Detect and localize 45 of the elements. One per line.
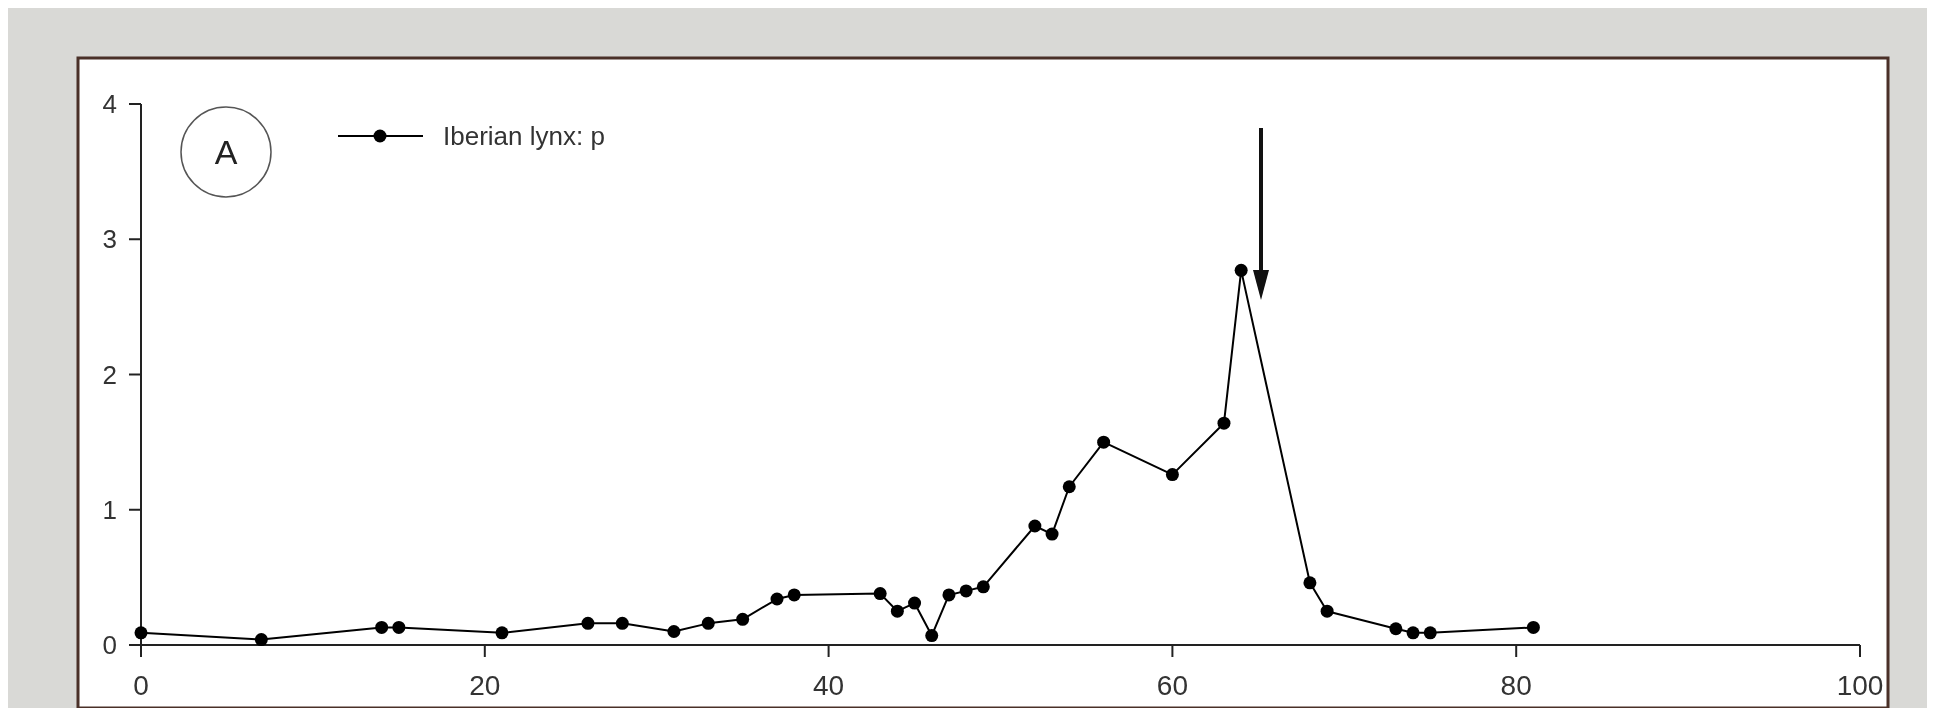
point [1406,626,1420,640]
point [787,588,801,602]
x-tick-label: 100 [1836,670,1884,701]
point [1217,416,1231,430]
point [1526,620,1540,634]
x-tick-label: 60 [1156,670,1188,701]
x-tick-label: 40 [813,670,845,701]
point [925,629,939,643]
x-tick-label: 0 [133,670,149,701]
legend-label: Iberian lynx: p [443,121,605,152]
annotation: A [214,133,238,172]
point [254,633,268,647]
point [942,588,956,602]
point [890,604,904,618]
y-tick-label: 3 [102,224,117,255]
point [736,612,750,626]
x-tick-label: 20 [469,670,501,701]
point [581,616,595,630]
point [495,626,509,640]
y-tick-label: 4 [102,89,117,120]
point [701,616,715,630]
point [1389,622,1403,636]
point [667,624,681,638]
y-tick-label: 1 [102,494,117,525]
point [1045,527,1059,541]
point [1097,435,1111,449]
point [1234,263,1248,277]
point [959,584,973,598]
point [976,580,990,594]
point [1062,480,1076,494]
y-tick-label: 2 [102,359,117,390]
point [908,596,922,610]
x-tick-label: 80 [1500,670,1532,701]
point [375,620,389,634]
point [615,616,629,630]
point [1423,626,1437,640]
point [1320,604,1334,618]
point [770,592,784,606]
point [1165,468,1179,482]
point [392,620,406,634]
point [873,587,887,601]
y-tick-label: 0 [102,630,117,661]
point [1028,519,1042,533]
point [134,626,148,640]
point [1303,576,1317,590]
